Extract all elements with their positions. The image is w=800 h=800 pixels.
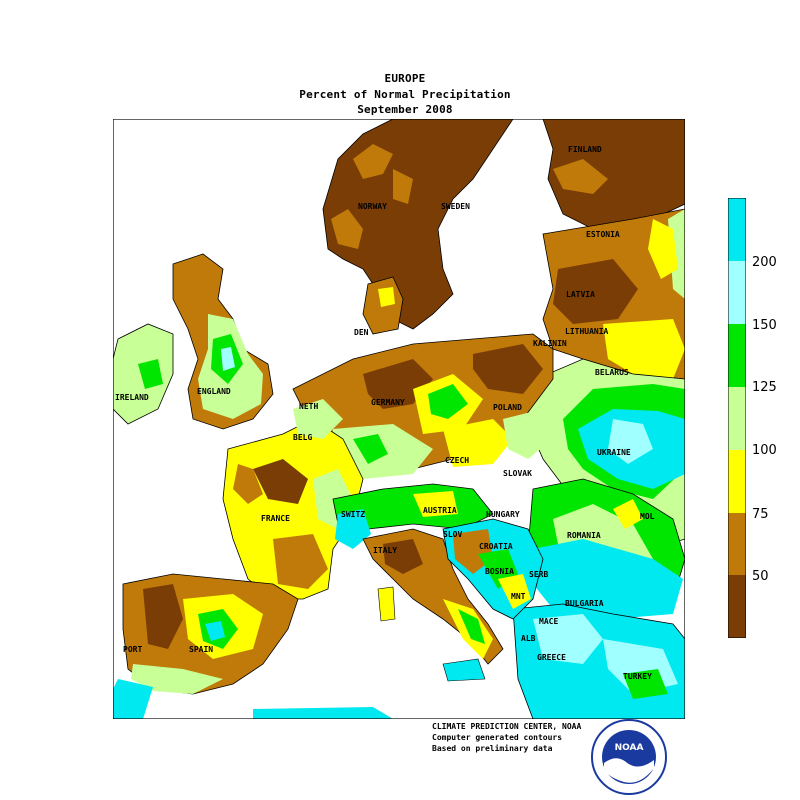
legend-label-150: 150 <box>752 318 777 333</box>
label-finland: FINLAND <box>568 145 602 154</box>
legend-label-200: 200 <box>752 255 777 270</box>
label-switzerland: SWITZ <box>341 510 365 519</box>
balkan-east-region <box>527 478 685 619</box>
label-kaliningrad: KALININ <box>533 339 567 348</box>
map-period: September 2008 <box>357 103 453 116</box>
label-italy: ITALY <box>373 546 397 555</box>
legend-bin <box>728 198 746 261</box>
france-region <box>222 399 364 600</box>
scandinavia-region <box>322 119 514 330</box>
label-hungary: HUNGARY <box>486 510 520 519</box>
legend-bin <box>728 387 746 450</box>
label-slovakia: SLOVAK <box>503 469 532 478</box>
label-lithuania: LITHUANIA <box>565 327 609 336</box>
label-albania: ALB <box>521 634 536 643</box>
label-czech: CZECH <box>445 456 469 465</box>
label-netherlands: NETH <box>299 402 318 411</box>
label-sweden: SWEDEN <box>441 202 470 211</box>
balkan-west-region <box>442 518 544 620</box>
label-slovenia: SLOV <box>443 530 462 539</box>
label-spain: SPAIN <box>189 645 213 654</box>
legend-bin <box>728 450 746 513</box>
finland-region <box>542 119 685 230</box>
legend-bin <box>728 575 746 638</box>
legend-bin <box>728 324 746 387</box>
italy-region <box>362 528 504 682</box>
label-bosnia: BOSNIA <box>485 567 514 576</box>
legend-bin <box>728 261 746 324</box>
southeast-region <box>512 603 685 719</box>
label-latvia: LATVIA <box>566 290 595 299</box>
label-macedonia: MACE <box>539 617 558 626</box>
label-croatia: CROATIA <box>479 542 513 551</box>
label-germany: GERMANY <box>371 398 405 407</box>
label-denmark: DEN <box>354 328 369 337</box>
label-austria: AUSTRIA <box>423 506 457 515</box>
label-bulgaria: BULGARIA <box>565 599 604 608</box>
british-isles-region <box>113 253 274 430</box>
label-romania: ROMANIA <box>567 531 601 540</box>
label-ireland: IRELAND <box>115 393 149 402</box>
label-england: ENGLAND <box>197 387 231 396</box>
baltic-region <box>542 208 685 380</box>
label-greece: GREECE <box>537 653 566 662</box>
label-montenegro: MNT <box>511 592 526 601</box>
precipitation-map: FINLAND NORWAY SWEDEN ESTONIA LATVIA LIT… <box>113 119 685 719</box>
label-serbia: SERB <box>529 570 548 579</box>
label-estonia: ESTONIA <box>586 230 620 239</box>
legend-bin <box>728 513 746 575</box>
iberia-region <box>113 573 393 719</box>
label-portugal: PORT <box>123 645 142 654</box>
legend-label-100: 100 <box>752 443 777 458</box>
map-title: EUROPE <box>384 72 426 85</box>
credit-line-1: CLIMATE PREDICTION CENTER, NOAA <box>432 722 582 731</box>
map-subtitle: Percent of Normal Precipitation <box>299 88 511 101</box>
alps-region <box>332 483 494 549</box>
credit-line-2: Computer generated contours <box>432 733 563 742</box>
label-turkey: TURKEY <box>623 672 652 681</box>
legend-label-50: 50 <box>752 569 769 584</box>
credit-line-3: Based on preliminary data <box>432 744 553 753</box>
color-legend <box>728 198 746 638</box>
label-poland: POLAND <box>493 403 522 412</box>
label-belarus: BELARUS <box>595 368 629 377</box>
denmark-region <box>362 276 404 335</box>
label-norway: NORWAY <box>358 202 387 211</box>
noaa-logo-icon: NOAA <box>591 719 667 795</box>
legend-label-75: 75 <box>752 507 769 522</box>
svg-text:NOAA: NOAA <box>615 743 644 753</box>
label-ukraine: UKRAINE <box>597 448 631 457</box>
label-belgium: BELG <box>293 433 312 442</box>
label-moldova: MOL <box>640 512 655 521</box>
legend-label-125: 125 <box>752 380 777 395</box>
label-france: FRANCE <box>261 514 290 523</box>
